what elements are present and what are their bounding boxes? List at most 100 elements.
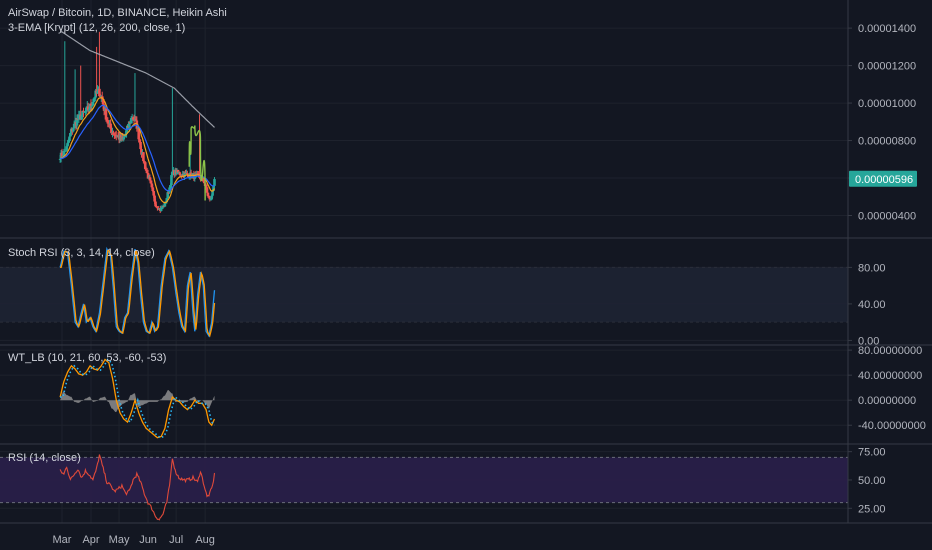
candle-body bbox=[101, 99, 105, 105]
price-candle[interactable] bbox=[77, 110, 81, 123]
price-candle[interactable] bbox=[89, 99, 93, 112]
candle-body bbox=[145, 170, 149, 173]
candle-body bbox=[89, 103, 93, 107]
candle-body bbox=[58, 158, 62, 160]
candle-body bbox=[160, 207, 164, 209]
candle-body bbox=[213, 179, 216, 186]
candle-body bbox=[90, 105, 94, 107]
time-tick-label: May bbox=[109, 534, 130, 546]
stoch-k-line bbox=[59, 246, 216, 338]
price-candle[interactable] bbox=[179, 174, 183, 177]
candle-body bbox=[201, 177, 205, 182]
candle-body bbox=[67, 140, 70, 143]
candle-body bbox=[139, 141, 142, 150]
price-candle[interactable] bbox=[154, 199, 157, 207]
candle-body bbox=[166, 192, 170, 199]
time-tick-label: Jul bbox=[169, 534, 183, 546]
candle-body bbox=[190, 174, 194, 178]
candle-body bbox=[69, 133, 72, 137]
candle-body bbox=[86, 106, 90, 111]
candle-body bbox=[104, 108, 108, 120]
stoch-tick-label: 40.00 bbox=[858, 299, 886, 311]
candle-body bbox=[64, 150, 68, 152]
candle-body bbox=[169, 185, 172, 188]
candle-body bbox=[138, 139, 141, 142]
candle-body bbox=[176, 169, 180, 173]
candle-body bbox=[96, 91, 99, 94]
price-tick-label: 0.00001000 bbox=[858, 98, 916, 110]
price-candle[interactable] bbox=[134, 116, 138, 121]
candle-body bbox=[75, 119, 79, 126]
candle-body bbox=[149, 180, 153, 184]
candle-body bbox=[92, 98, 96, 102]
candle-body bbox=[126, 125, 129, 131]
candle-body bbox=[156, 206, 159, 209]
candle-body bbox=[82, 110, 85, 113]
price-candle[interactable] bbox=[202, 180, 206, 184]
candle-body bbox=[211, 190, 214, 196]
stoch-tick-label: 80.00 bbox=[858, 262, 886, 274]
stoch-rsi-legend: Stoch RSI (3, 3, 14, 14, close) bbox=[8, 247, 155, 259]
time-tick-label: Aug bbox=[195, 534, 215, 546]
candle-body bbox=[208, 197, 212, 200]
price-candle[interactable] bbox=[75, 114, 79, 129]
price-candle[interactable] bbox=[208, 195, 212, 202]
rsi-pane[interactable] bbox=[0, 454, 848, 521]
candle-body bbox=[122, 137, 126, 140]
price-candle[interactable] bbox=[143, 161, 147, 170]
wt2-line bbox=[60, 358, 216, 439]
candle-body bbox=[148, 177, 152, 181]
price-candle[interactable] bbox=[112, 130, 115, 136]
price-candle[interactable] bbox=[98, 31, 101, 97]
candle-body bbox=[204, 186, 208, 188]
price-candle[interactable] bbox=[129, 116, 133, 124]
candle-body bbox=[210, 195, 213, 200]
symbol-title: AirSwap / Bitcoin, 1D, BINANCE, Heikin A… bbox=[8, 7, 227, 19]
candle-body bbox=[186, 173, 189, 175]
drawing-curve[interactable] bbox=[188, 125, 206, 201]
price-pane[interactable] bbox=[58, 31, 216, 214]
candle-body bbox=[206, 192, 210, 197]
price-candle[interactable] bbox=[86, 102, 90, 115]
price-candle[interactable] bbox=[110, 126, 113, 136]
candle-body bbox=[66, 142, 69, 147]
candle-body bbox=[170, 175, 173, 186]
last-price-tag bbox=[849, 170, 917, 187]
price-candle[interactable] bbox=[92, 97, 96, 106]
candle-body bbox=[167, 192, 170, 194]
ema-legend: 3-EMA [Krypt] (12, 26, 200, close, 1) bbox=[8, 22, 185, 34]
candle-body bbox=[154, 201, 157, 207]
candle-body bbox=[146, 172, 150, 179]
price-candle[interactable] bbox=[145, 167, 149, 174]
candle-body bbox=[178, 172, 182, 176]
candle-body bbox=[202, 181, 206, 184]
price-candle[interactable] bbox=[140, 146, 143, 158]
time-tick-label: Mar bbox=[53, 534, 72, 546]
candle-body bbox=[98, 88, 101, 97]
price-candle[interactable] bbox=[104, 106, 108, 122]
price-tick-label: 0.00001400 bbox=[858, 23, 916, 35]
candle-body bbox=[144, 168, 148, 171]
candle-body bbox=[60, 152, 64, 157]
candle-body bbox=[179, 175, 183, 177]
candle-body bbox=[163, 202, 167, 207]
candle-body bbox=[137, 128, 141, 140]
candle-body bbox=[87, 109, 91, 111]
candle-body bbox=[143, 162, 147, 169]
stoch-rsi-pane[interactable] bbox=[0, 246, 848, 338]
candle-body bbox=[212, 185, 215, 191]
wt-lb-legend: WT_LB (10, 21, 60, 53, -60, -53) bbox=[8, 352, 166, 364]
rsi-legend: RSI (14, close) bbox=[8, 452, 81, 464]
last-price-label: 0.00000596 bbox=[855, 174, 913, 186]
wt-lb-pane[interactable] bbox=[59, 358, 216, 439]
price-candle[interactable] bbox=[106, 117, 110, 128]
price-candle[interactable] bbox=[178, 171, 182, 178]
candle-body bbox=[134, 119, 138, 121]
price-candle[interactable] bbox=[149, 177, 153, 184]
price-candle[interactable] bbox=[171, 88, 174, 178]
candle-body bbox=[80, 115, 83, 120]
candle-body bbox=[209, 199, 213, 201]
price-candle[interactable] bbox=[80, 114, 83, 121]
